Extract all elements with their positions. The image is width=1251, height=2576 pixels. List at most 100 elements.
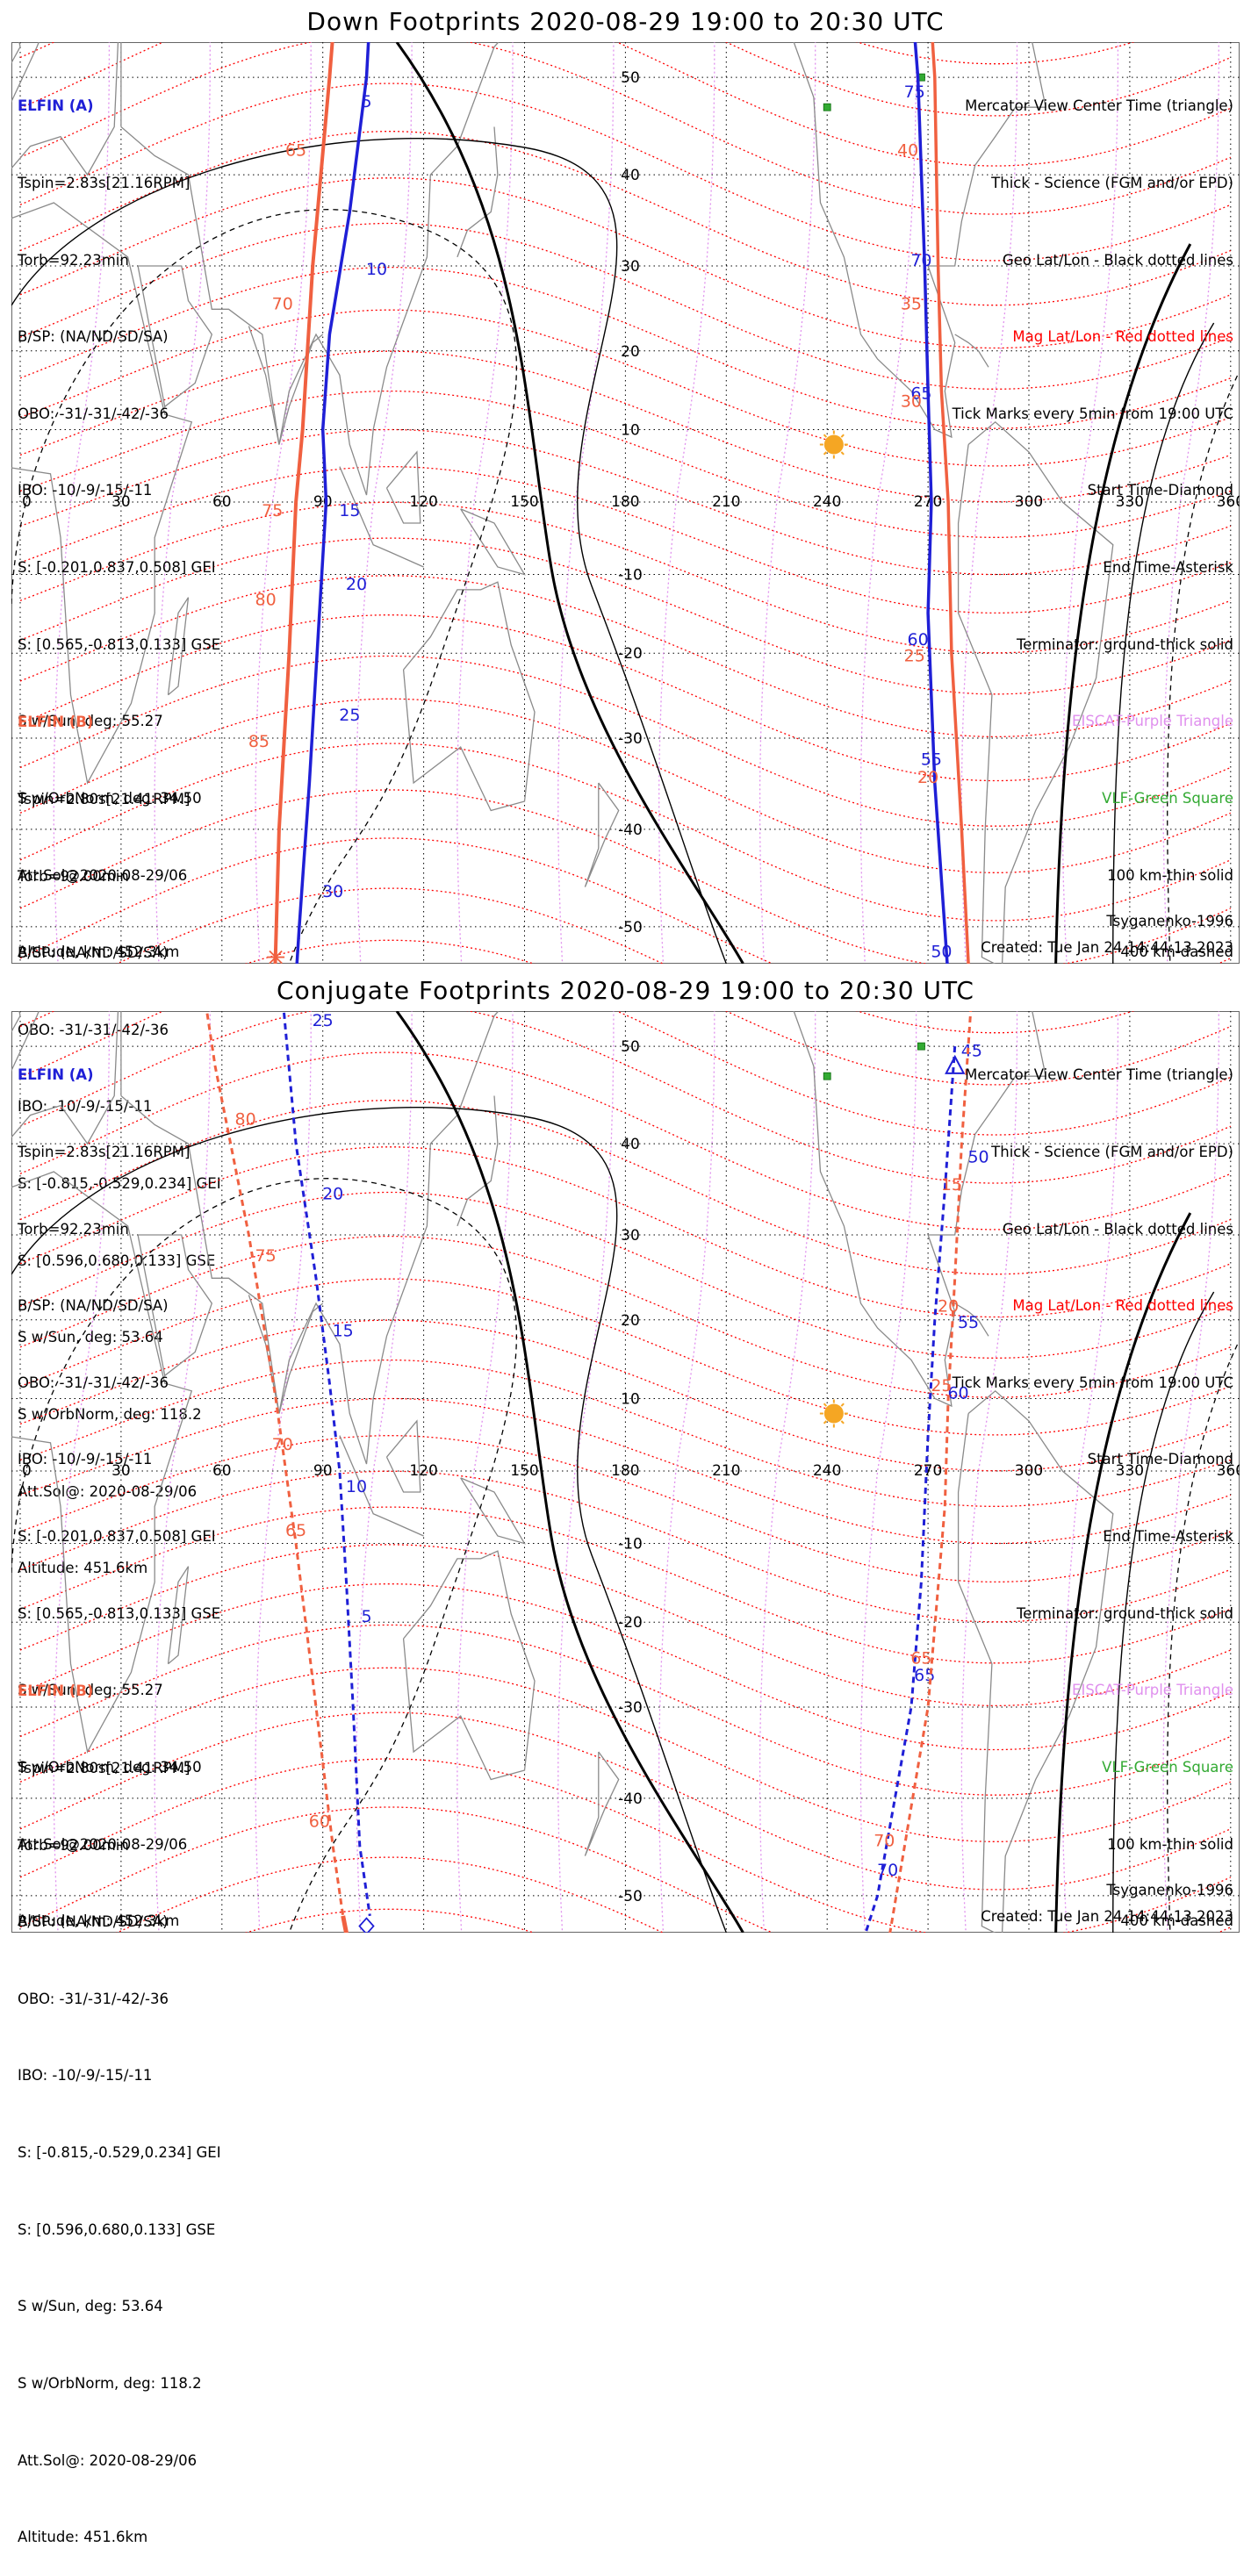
lon-tick-label: 60 <box>212 1462 232 1480</box>
mag-lat-line <box>19 1583 1232 1751</box>
coastline-segment <box>957 1389 1114 1933</box>
created-label-down: Created: Tue Jan 24 14:44:13 2023 <box>981 939 1233 956</box>
elfin-b-track-tail <box>341 1915 349 1933</box>
elfin-b-tick-label: 65 <box>285 140 306 160</box>
info-line: IBO: -10/-9/-15/-11 <box>18 482 153 499</box>
lat-tick-label: -20 <box>618 1614 643 1632</box>
elfin-a-tick-label: 70 <box>877 1861 898 1880</box>
elfin-a-tick-label: 65 <box>910 384 931 403</box>
legend-terminator: Terminator: ground-thick solid <box>1016 1604 1233 1622</box>
mag-lat-line <box>19 1100 1232 1275</box>
geo-grid <box>11 1011 1240 1933</box>
lon-tick-label: 90 <box>313 493 333 511</box>
mag-lon-line <box>859 1011 917 1933</box>
mag-lat-line <box>19 1051 1232 1231</box>
mag-lat-line <box>19 789 1232 964</box>
mag-lat-line <box>855 1011 1135 1034</box>
legend-thick: Thick - Science (FGM and/or EPD) <box>991 175 1233 192</box>
info-line: S w/Sun, deg: 55.27 <box>18 713 163 730</box>
mag-lon-line <box>960 1011 1018 1933</box>
terminator-100km <box>11 138 727 964</box>
elfin-a-tick-label: 30 <box>322 882 343 901</box>
info-line: S: [-0.201,0.837,0.508] GEI <box>18 1528 216 1546</box>
mag-lat-line <box>19 309 1232 467</box>
info-line: S w/OrbNorm, deg: 118.2 <box>18 2374 202 2392</box>
elfin-b-tick-label: 20 <box>938 1296 959 1316</box>
mag-lat-line <box>19 1319 1232 1472</box>
info-line: S: [-0.815,-0.529,0.234] GEI <box>18 2144 221 2162</box>
legend-vlf: VLF-Green Square <box>1102 1758 1233 1776</box>
mag-lat-line <box>19 83 1232 262</box>
panel-title-down: Down Footprints 2020-08-29 19:00 to 20:3… <box>306 7 945 36</box>
info-line: IBO: -10/-9/-15/-11 <box>18 1451 153 1468</box>
mag-lat-line <box>19 42 1232 215</box>
lon-tick-label: 150 <box>510 493 538 511</box>
lon-tick-label: 270 <box>914 1462 942 1480</box>
elfin-a-info-conjugate: ELFIN (A) Tspin=2.83s[21.16RPM] Torb=92.… <box>18 1011 220 1960</box>
info-line: S: [-0.201,0.837,0.508] GEI <box>18 559 216 577</box>
mag-lon-grid <box>53 1011 1219 1933</box>
lon-tick-label: 0 <box>22 493 32 511</box>
lon-tick-label: 270 <box>914 493 942 511</box>
lon-tick-label: 210 <box>712 493 740 511</box>
legend-mag: Mag Lat/Lon - Red dotted lines <box>1012 1297 1233 1315</box>
lat-tick-label: -30 <box>618 730 643 748</box>
mag-lon-line <box>154 42 211 964</box>
terminator-100km <box>11 1107 727 1933</box>
info-line: S w/OrbNorm, deg: 34.50 <box>18 789 202 807</box>
coastlines <box>11 1011 1114 1933</box>
sun-ray <box>823 1403 828 1407</box>
mag-lat-line <box>19 1146 1232 1318</box>
legend-eiscat: EISCAT-Purple Triangle <box>1072 1682 1233 1699</box>
coastline-segment <box>11 1011 119 1145</box>
coastline-segment <box>385 450 421 524</box>
coastline-segment <box>460 1477 526 1545</box>
elfin-b-tick-label: 60 <box>309 1812 330 1831</box>
sun-ray <box>840 1420 845 1424</box>
lon-tick-label: 330 <box>1116 493 1144 511</box>
mag-lon-line <box>356 1011 413 1933</box>
sun-ray <box>840 1403 845 1407</box>
elfin-b-tick-label: 25 <box>904 647 925 666</box>
info-line: OBO: -31/-31/-42/-36 <box>18 1021 169 1038</box>
mag-lat-line <box>19 743 1232 922</box>
mag-lon-line <box>53 1011 111 1933</box>
terminator-400km <box>11 209 517 964</box>
model-label-down: Tsyganenko-1996 <box>1106 913 1233 929</box>
lat-tick-label: 50 <box>621 1038 640 1056</box>
mag-lon-line <box>154 1011 211 1933</box>
coastline-segment <box>11 202 193 785</box>
lon-tick-label: 180 <box>611 1462 639 1480</box>
elfin-b-track <box>273 42 334 964</box>
coastline-segment <box>167 597 190 696</box>
legend-400km: 400 km-dashed <box>1120 1912 1233 1930</box>
elfin-a-tick-label: 10 <box>366 260 387 279</box>
lat-tick-label: -10 <box>618 567 643 585</box>
elfin-b-info-conjugate: ELFIN (B) Tspin=2.80s[21.41RPM] Torb=92.… <box>18 1627 221 2576</box>
elfin-b-tick-label: 15 <box>941 1175 962 1195</box>
mag-lat-line <box>19 1806 1232 1933</box>
lon-tick-label: 0 <box>22 1462 32 1480</box>
elfin-b-tick-label: 70 <box>272 294 293 313</box>
elfin-b-tick-label: 70 <box>874 1831 895 1850</box>
lat-tick-label: 50 <box>621 69 640 87</box>
elfin-a-tick-label: 15 <box>339 501 360 520</box>
mag-lat-line <box>19 1278 1232 1436</box>
legend-100km: 100 km-thin solid <box>1107 1835 1233 1853</box>
legend-vlf: VLF-Green Square <box>1102 789 1233 807</box>
info-line: Altitude, km: 452.3km <box>18 1912 180 1930</box>
vlf-square-icon <box>823 1072 831 1080</box>
mag-lat-line <box>19 1624 1232 1796</box>
lat-tick-label: 10 <box>621 1390 640 1408</box>
legend-mag: Mag Lat/Lon - Red dotted lines <box>1012 328 1233 346</box>
mag-lon-line <box>53 42 111 964</box>
mag-lon-line <box>759 42 816 964</box>
terminator-ground <box>1054 1212 1192 1933</box>
elfin-a-tick-label: 70 <box>910 251 931 270</box>
mag-lon-line <box>1162 42 1219 964</box>
info-line: Att.Sol@: 2020-08-29/06 <box>18 2451 198 2469</box>
end-asterisk-icon <box>267 948 285 964</box>
mag-lon-line <box>356 42 413 964</box>
mag-lat-line <box>19 177 1232 349</box>
mag-lon-line <box>658 42 715 964</box>
